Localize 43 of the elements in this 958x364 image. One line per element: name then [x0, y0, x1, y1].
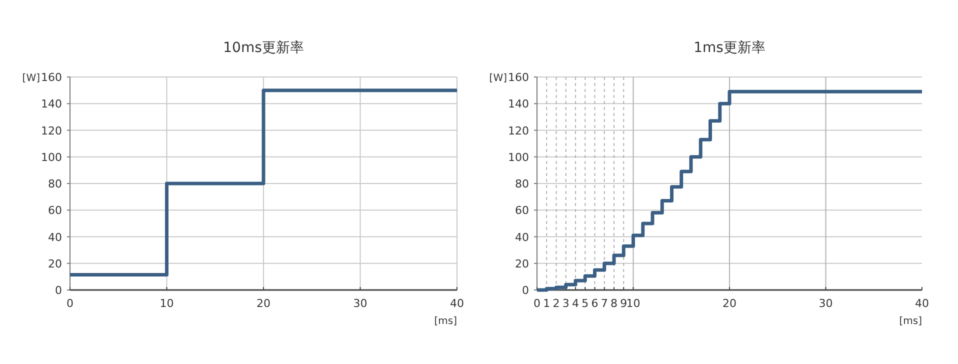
y-tick-label: 60 [515, 204, 529, 218]
y-tick-label: 80 [515, 178, 529, 190]
y-tick-label: 140 [41, 98, 62, 111]
x-tick-label: 40 [450, 297, 464, 310]
x-tick-label: 20 [256, 297, 270, 310]
y-tick-label: 60 [48, 204, 62, 218]
x-tick-label: 4 [572, 297, 579, 310]
x-tick-label: 0 [534, 297, 540, 310]
y-axis-title: [W] [22, 73, 40, 84]
x-tick-label: 20 [722, 297, 736, 310]
x-tick-label: 8 [610, 297, 618, 310]
y-tick-label: 160 [41, 71, 62, 84]
x-tick-label: 1 [543, 297, 550, 310]
y-tick-label: 100 [41, 150, 62, 164]
x-tick-label: 6 [591, 297, 598, 310]
x-tick-label: 9 [620, 297, 628, 310]
y-tick-label: 140 [508, 98, 529, 111]
y-tick-label: 20 [515, 257, 529, 270]
x-tick-label: 7 [600, 297, 608, 310]
y-tick-label: 0 [55, 284, 62, 297]
y-tick-label: 120 [508, 124, 529, 138]
x-tick-label: 30 [818, 297, 833, 310]
x-tick-label: 40 [915, 297, 929, 310]
x-tick-label: 10 [626, 297, 640, 310]
x-tick-label: 2 [552, 297, 560, 310]
chart-title: 10ms更新率 [223, 40, 304, 56]
y-tick-label: 40 [48, 230, 62, 244]
x-tick-label: 30 [353, 297, 368, 310]
y-tick-label: 100 [508, 150, 529, 164]
x-tick-label: 5 [582, 297, 589, 310]
x-axis-title: [ms] [434, 316, 458, 327]
y-tick-label: 160 [508, 71, 529, 84]
y-axis-title: [W] [489, 73, 508, 84]
y-tick-label: 40 [515, 230, 529, 244]
y-tick-label: 80 [48, 178, 62, 190]
y-tick-label: 0 [522, 284, 529, 297]
x-tick-label: 10 [160, 297, 174, 310]
x-tick-label: 0 [66, 297, 74, 310]
x-axis-title: [ms] [899, 316, 922, 327]
x-tick-label: 3 [562, 297, 570, 310]
y-tick-label: 120 [41, 124, 62, 138]
y-tick-label: 20 [48, 257, 62, 270]
chart-title: 1ms更新率 [694, 40, 766, 56]
